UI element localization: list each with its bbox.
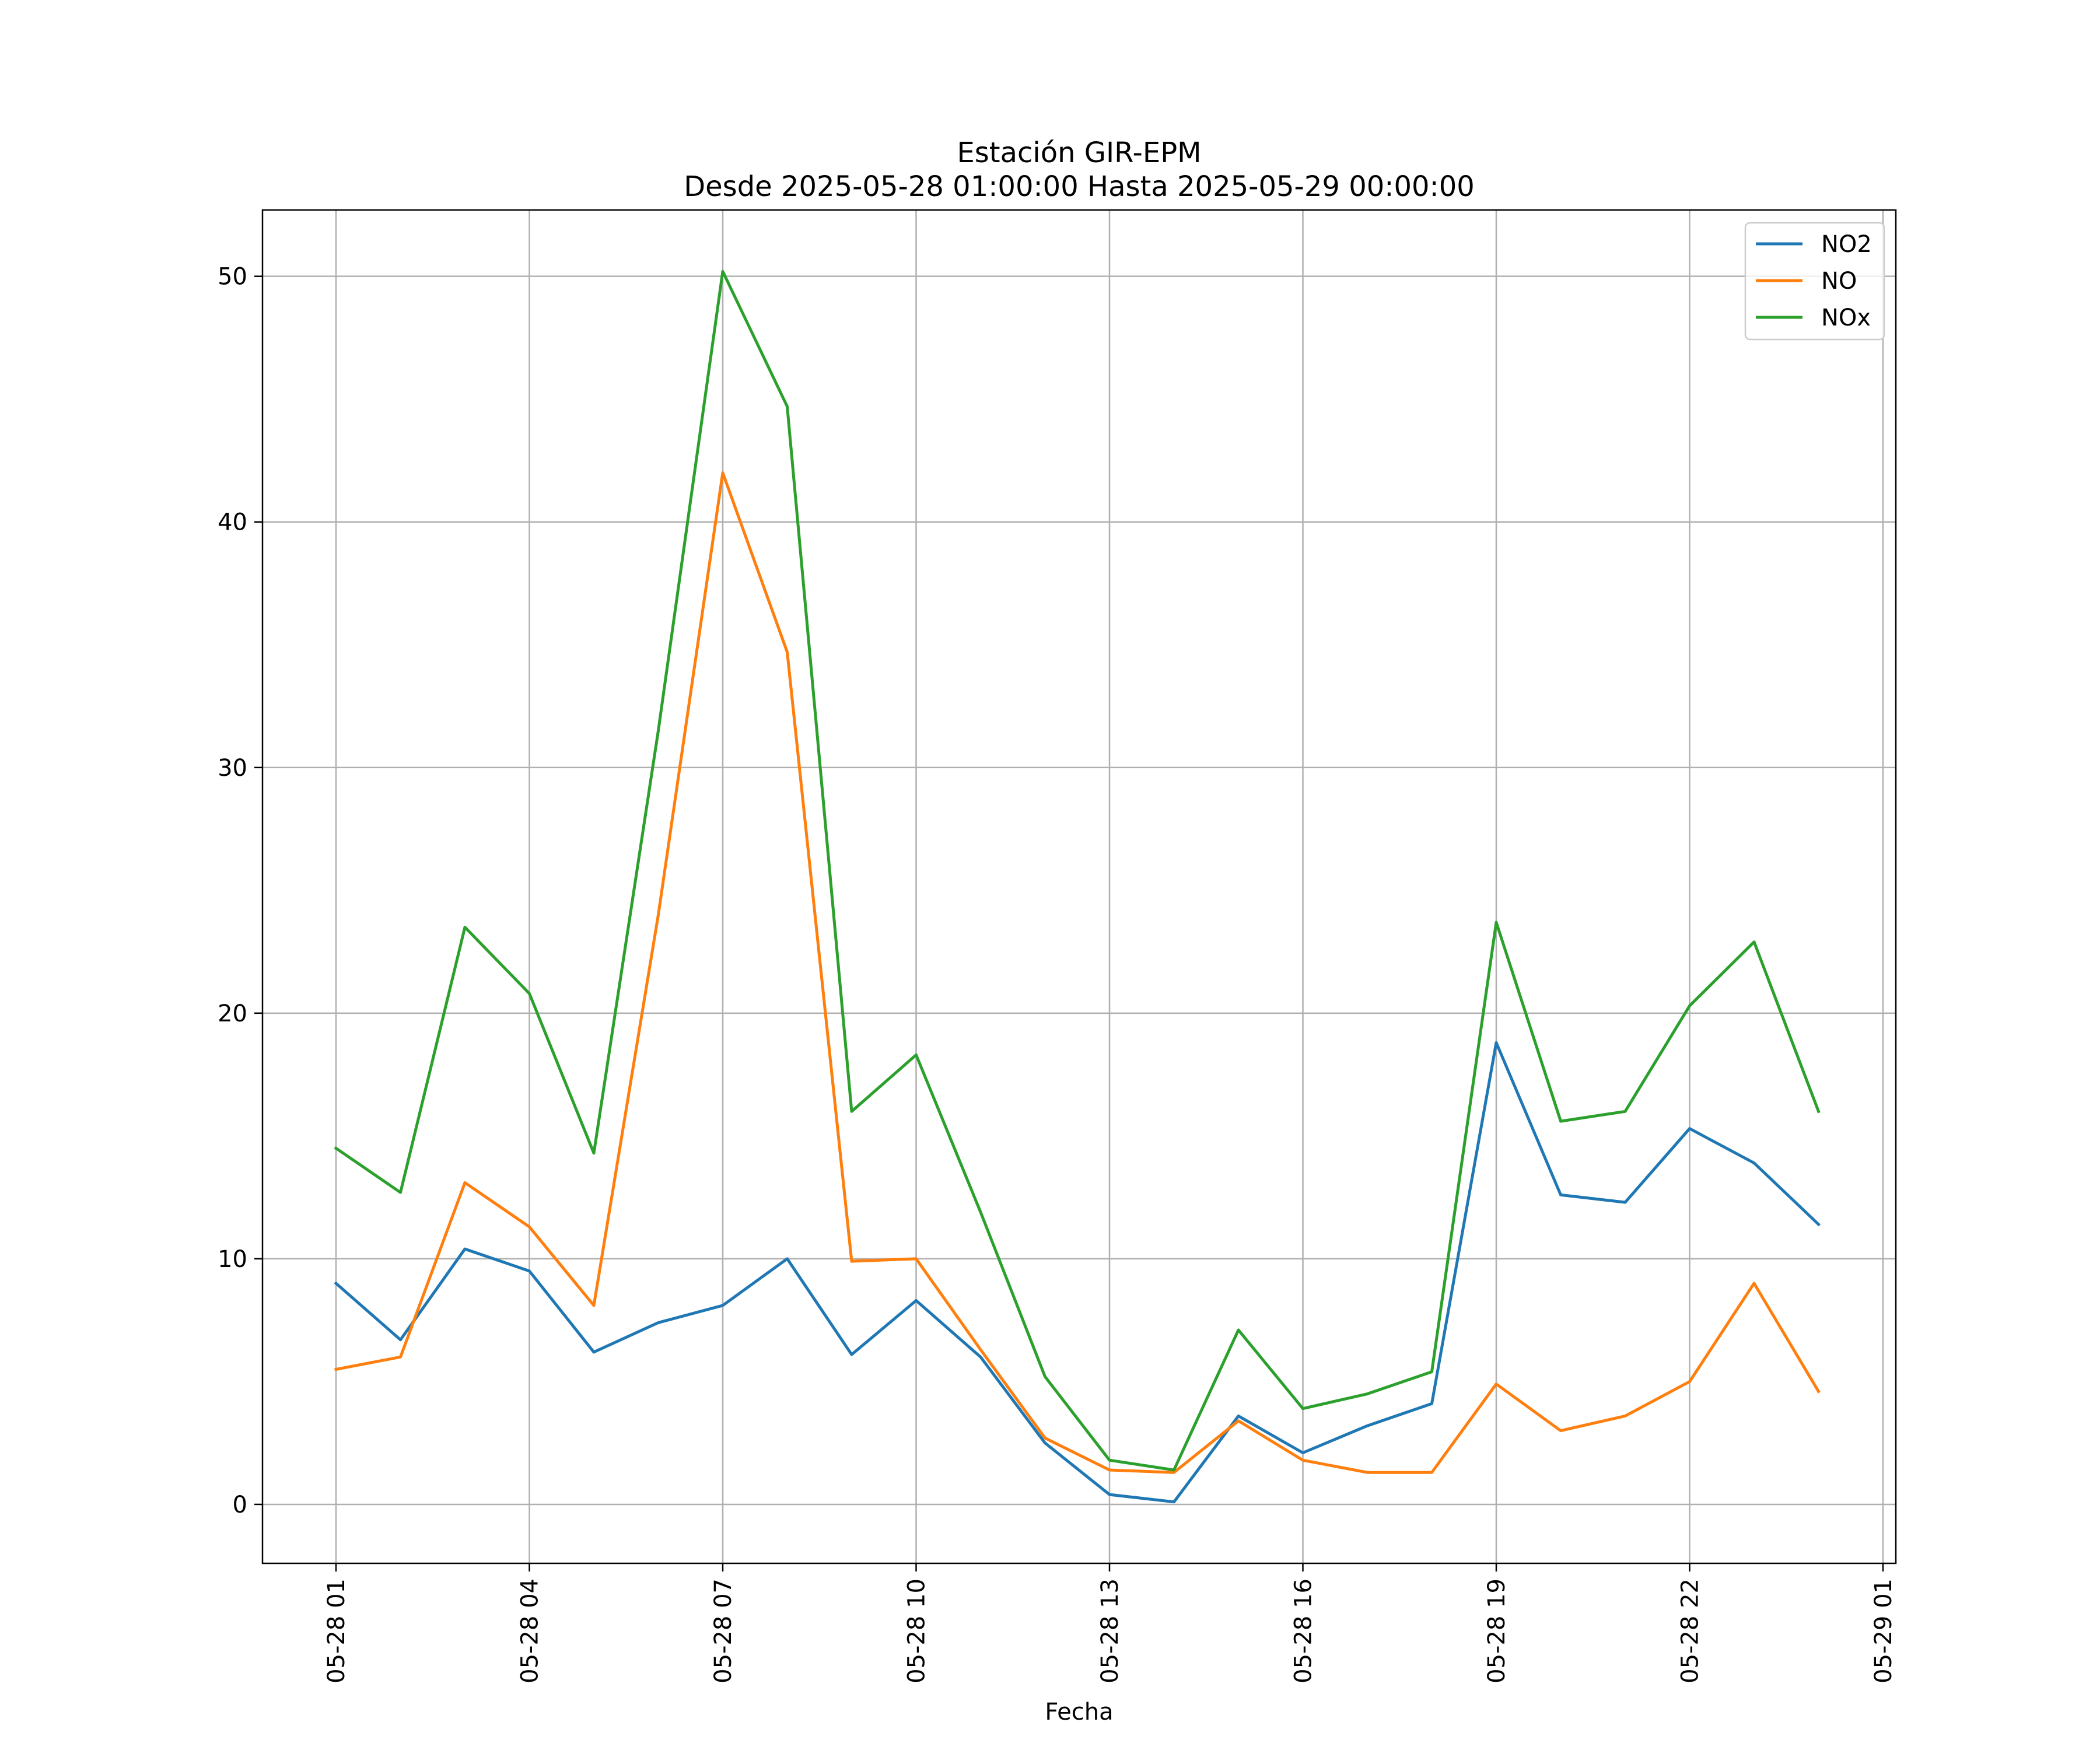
series-line-no2	[334, 1041, 1821, 1504]
x-tick-label: 05-28 01	[323, 1578, 350, 1684]
x-tick-label: 05-28 22	[1677, 1578, 1704, 1684]
x-tick-label: 05-28 07	[710, 1578, 737, 1684]
x-axis-label: Fecha	[1045, 1699, 1113, 1726]
legend: NO2 NO NOx	[1744, 222, 1885, 341]
x-tick-label: 05-28 10	[904, 1578, 930, 1684]
series-line-no	[334, 471, 1821, 1474]
axis-ticks: 0 10 20 30 40 50 05-28 01 05-28 04 05-28 07 05-28…	[218, 264, 1897, 1684]
x-tick-label: 05-28 16	[1290, 1578, 1317, 1684]
y-tick-label: 40	[218, 509, 247, 536]
legend-box	[1744, 222, 1885, 341]
y-tick-label: 0	[233, 1492, 247, 1518]
plot-area-frame	[261, 209, 1897, 1564]
y-tick-label: 30	[218, 755, 247, 782]
x-tick-label: 05-28 19	[1483, 1578, 1510, 1684]
y-tick-label: 50	[218, 264, 247, 290]
x-tick-label: 05-29 01	[1870, 1578, 1897, 1684]
series-lines	[334, 270, 1821, 1504]
x-tick-label: 05-28 13	[1097, 1578, 1124, 1684]
chart-title: Estación GIR-EPM	[957, 136, 1201, 169]
legend-label-no2: NO2	[1821, 231, 1872, 258]
series-line-nox	[334, 270, 1821, 1472]
grid	[262, 210, 1896, 1563]
x-tick-label: 05-28 04	[517, 1578, 544, 1684]
legend-label-no: NO	[1821, 268, 1857, 295]
chart-subtitle: Desde 2025-05-28 01:00:00 Hasta 2025-05-…	[684, 170, 1475, 203]
legend-label-nox: NOx	[1821, 304, 1871, 331]
y-tick-label: 20	[218, 1000, 247, 1027]
y-tick-label: 10	[218, 1246, 247, 1273]
